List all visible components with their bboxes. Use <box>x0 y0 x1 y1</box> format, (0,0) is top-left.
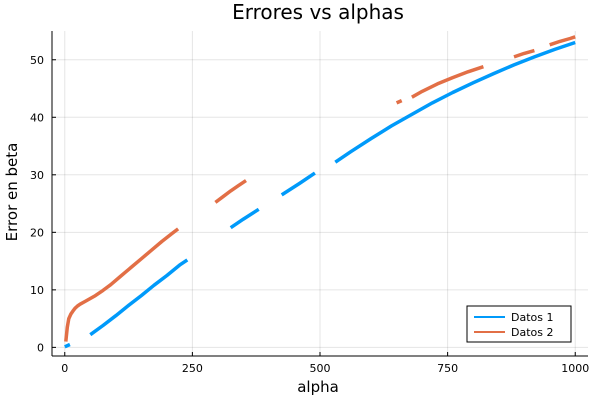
legend-box <box>466 305 572 343</box>
series-segment <box>64 342 71 349</box>
x-tick-label: 750 <box>437 362 458 375</box>
grid <box>52 31 588 356</box>
series-segment <box>64 227 180 342</box>
x-tick-label: 1000 <box>561 362 589 375</box>
legend-label: Datos 2 <box>511 326 553 339</box>
series-1-line <box>64 40 576 349</box>
x-axis-label: alpha <box>297 378 339 396</box>
y-axis-ticks: 0 10 20 30 40 50 <box>30 54 56 354</box>
series-2-line <box>64 35 576 342</box>
series-segment <box>334 40 576 164</box>
series-segment <box>89 258 189 337</box>
y-axis-label: Error en beta <box>3 143 21 242</box>
legend-label: Datos 1 <box>511 311 553 324</box>
series-segment <box>549 35 576 47</box>
series-segment <box>395 99 403 105</box>
series-segment <box>411 65 484 99</box>
y-tick-label: 20 <box>30 226 44 239</box>
series-segment <box>229 207 260 230</box>
y-tick-label: 10 <box>30 284 44 297</box>
y-tick-label: 40 <box>30 111 44 124</box>
x-axis-ticks: 0 250 500 750 1000 <box>61 352 589 375</box>
y-tick-label: 0 <box>37 341 44 354</box>
series-segment <box>214 179 247 204</box>
legend: Datos 1 Datos 2 <box>466 305 572 343</box>
y-tick-label: 50 <box>30 54 44 67</box>
x-tick-label: 250 <box>182 362 203 375</box>
series-segment <box>280 171 316 197</box>
x-tick-label: 0 <box>61 362 68 375</box>
series <box>64 35 576 349</box>
series-segment <box>513 48 535 59</box>
chart-title: Errores vs alphas <box>232 0 404 24</box>
x-tick-label: 500 <box>310 362 331 375</box>
y-tick-label: 30 <box>30 169 44 182</box>
